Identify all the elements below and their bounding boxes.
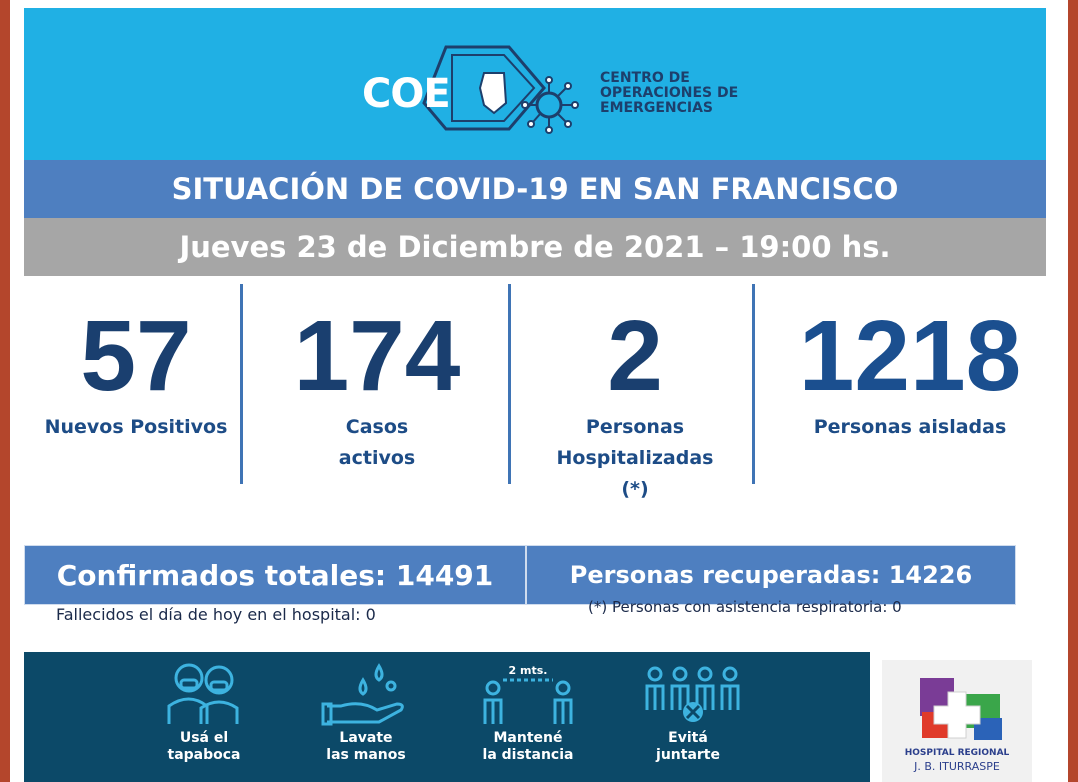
page-title: SITUACIÓN DE COVID-19 EN SAN FRANCISCO — [24, 160, 1046, 218]
stat-value: 174 — [293, 300, 461, 412]
stat-label-line: Casos — [345, 416, 409, 438]
tip-wash-hands: Lavate las manos — [286, 652, 446, 782]
tip-label-line: tapaboca — [167, 747, 241, 763]
coe-acronym: COE — [362, 71, 451, 117]
report-date: Jueves 23 de Diciembre de 2021 – 19:00 h… — [24, 218, 1046, 276]
header-banner: COE CENTRO DE OPERACIONES DE EMERGENCIAS — [24, 8, 1046, 160]
deaths-note: Fallecidos el día de hoy en el hospital:… — [56, 605, 376, 624]
coe-line-3: EMERGENCIAS — [600, 100, 714, 116]
hospital-name-line-1: HOSPITAL REGIONAL — [904, 748, 1010, 758]
hospital-logo: HOSPITAL REGIONAL J. B. ITURRASPE — [882, 660, 1032, 782]
recovered-total-box: Personas recuperadas: 14226 — [526, 545, 1016, 605]
distance-label: 2 mts. — [500, 664, 556, 677]
stat-active-cases: 174 Casos activos — [272, 300, 482, 474]
stat-isolated: 1218 Personas aisladas — [780, 300, 1040, 443]
stat-label-line: Hospitalizadas — [556, 447, 714, 469]
stat-label: Personas aisladas — [813, 416, 1007, 438]
coe-logo-emblem — [422, 45, 579, 134]
stat-label-line: (*) — [621, 478, 649, 500]
tip-label: Evitá juntarte — [608, 730, 768, 764]
divider — [752, 284, 755, 484]
no-gathering-icon — [645, 666, 740, 722]
stat-label: Casos activos — [272, 412, 482, 474]
tip-label: Mantené la distancia — [448, 730, 608, 764]
tip-avoid-gathering: Evitá juntarte — [608, 652, 768, 782]
prevention-tips-banner: Usá el tapaboca Lavate las manos — [24, 652, 870, 782]
tip-label-line: Lavate — [339, 730, 393, 746]
tip-label-line: Evitá — [668, 730, 708, 746]
stat-value: 57 — [80, 300, 192, 412]
wash-hands-icon — [321, 663, 404, 726]
stat-label: Personas Hospitalizadas (*) — [535, 412, 735, 505]
stat-new-positives: 57 Nuevos Positivos — [36, 300, 236, 443]
stat-value: 2 — [607, 300, 663, 412]
tip-label-line: Usá el — [179, 730, 229, 746]
tip-label-line: las manos — [326, 747, 406, 763]
tip-distance: 2 mts. Mantené la distancia — [448, 652, 608, 782]
stat-value: 1218 — [798, 300, 1022, 412]
coe-full-name: CENTRO DE OPERACIONES DE EMERGENCIAS — [600, 71, 738, 116]
distance-icon — [483, 678, 573, 724]
coe-logo: COE CENTRO DE OPERACIONES DE EMERGENCIAS — [344, 33, 784, 143]
divider — [508, 284, 511, 484]
tip-mask: Usá el tapaboca — [124, 652, 284, 782]
stat-hospitalized: 2 Personas Hospitalizadas (*) — [535, 300, 735, 505]
masked-people-icon — [167, 663, 239, 724]
coe-line-2: OPERACIONES DE — [600, 85, 739, 101]
respiratory-note: (*) Personas con asistencia respiratoria… — [588, 598, 902, 616]
tip-label-line: la distancia — [482, 747, 574, 763]
stat-label: Nuevos Positivos — [44, 416, 228, 438]
hospital-cross-icon — [920, 678, 1002, 740]
tip-label-line: juntarte — [656, 747, 720, 763]
divider — [240, 284, 243, 484]
stat-label-line: activos — [338, 447, 416, 469]
tip-label: Lavate las manos — [286, 730, 446, 764]
tip-label-line: Mantené — [493, 730, 563, 746]
infographic-sheet: COE CENTRO DE OPERACIONES DE EMERGENCIAS… — [10, 0, 1068, 782]
tip-label: Usá el tapaboca — [124, 730, 284, 764]
stat-label-line: Personas — [585, 416, 685, 438]
coe-line-1: CENTRO DE — [600, 70, 690, 86]
hospital-name-line-2: J. B. ITURRASPE — [914, 760, 1000, 773]
confirmed-total-box: Confirmados totales: 14491 — [24, 545, 526, 605]
